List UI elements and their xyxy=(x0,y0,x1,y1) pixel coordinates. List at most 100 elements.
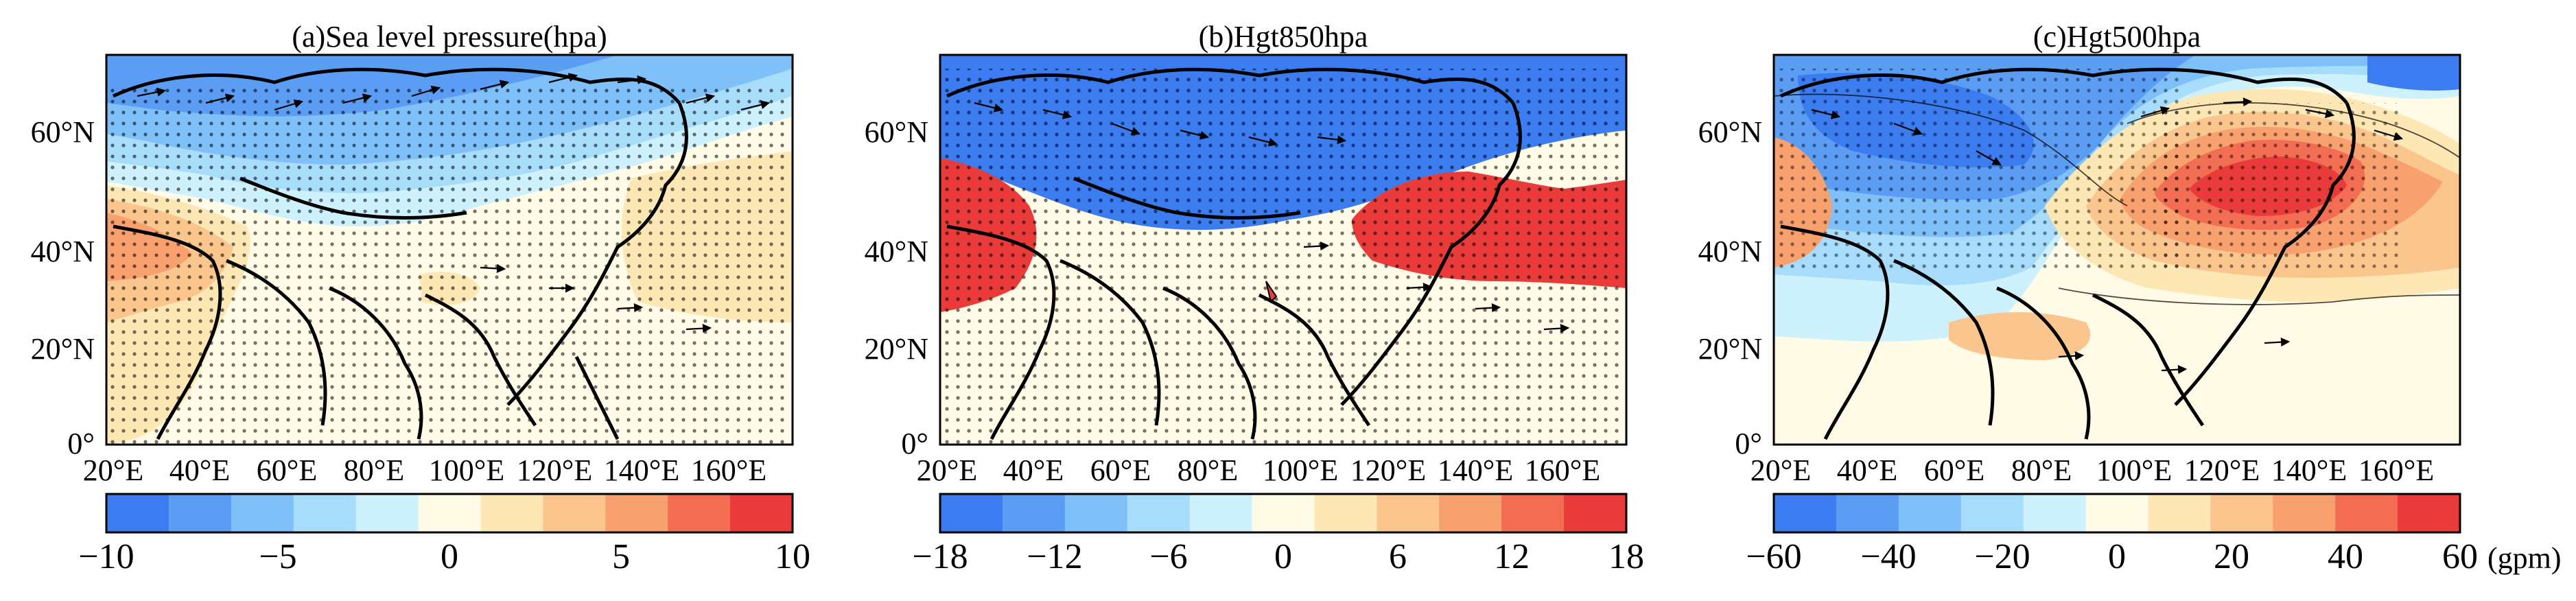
colorbar-label: −20 xyxy=(1974,537,2030,576)
x-tick-label: 120°E xyxy=(517,453,592,487)
panel-b-x-ticks: 20°E 40°E 60°E 80°E 100°E 120°E 140°E 16… xyxy=(917,453,1600,487)
x-tick-label: 40°E xyxy=(1003,453,1064,487)
x-tick-label: 60°E xyxy=(1924,453,1984,487)
x-tick-label: 20°E xyxy=(1750,453,1811,487)
panel-c-title: (c)Hgt500hpa xyxy=(2033,20,2201,54)
colorbar-swatch xyxy=(1960,494,2024,532)
panel-b-frame xyxy=(939,54,1628,446)
colorbar-swatch xyxy=(2085,494,2148,532)
panel-a-title: (a)Sea level pressure(hpa) xyxy=(292,20,607,54)
colorbar-label: −18 xyxy=(912,537,968,576)
panel-b-map xyxy=(940,55,1626,445)
colorbar-label: −5 xyxy=(259,537,296,576)
x-tick-label: 140°E xyxy=(1438,453,1513,487)
y-tick-label: 60°N xyxy=(31,115,95,149)
panel-a-y-ticks: 0° 20°N 40°N 60°N xyxy=(31,115,95,460)
y-tick-label: 40°N xyxy=(31,235,95,268)
x-tick-label: 160°E xyxy=(2358,453,2434,487)
x-tick-label: 80°E xyxy=(2011,453,2072,487)
panel-c-y-ticks: 0° 20°N 40°N 60°N xyxy=(1698,115,1762,460)
y-tick-label: 0° xyxy=(901,427,928,460)
y-tick-label: 20°N xyxy=(31,332,95,366)
x-tick-label: 140°E xyxy=(604,453,679,487)
panel-b: (b)Hgt850hpa 0° 20°N 40°N 60°N 20°E 40°E… xyxy=(865,20,1644,576)
x-tick-label: 60°E xyxy=(257,453,317,487)
panel-c-x-ticks: 20°E 40°E 60°E 80°E 100°E 120°E 140°E 16… xyxy=(1750,453,2434,487)
colorbar-swatch xyxy=(1564,494,1627,532)
colorbar-swatch xyxy=(543,494,606,532)
colorbar-label: 40 xyxy=(2328,537,2363,576)
panel-c-colorbar xyxy=(1772,493,2461,534)
colorbar-swatch xyxy=(1439,494,1502,532)
colorbar-swatch xyxy=(1064,494,1128,532)
x-tick-label: 40°E xyxy=(1837,453,1897,487)
units-label: (gpm) xyxy=(2487,541,2562,575)
colorbar-label: −6 xyxy=(1149,537,1187,576)
panel-b-colorbar-labels: −18 −12 −6 0 6 12 18 xyxy=(912,537,1644,576)
colorbar-label: −60 xyxy=(1746,537,1801,576)
colorbar-label: 5 xyxy=(612,537,630,576)
colorbar-swatch xyxy=(1127,494,1191,532)
y-tick-label: 40°N xyxy=(865,235,928,268)
colorbar-swatch xyxy=(106,494,169,532)
y-tick-label: 0° xyxy=(67,427,95,460)
colorbar-swatch xyxy=(605,494,668,532)
colorbar-swatch xyxy=(293,494,357,532)
colorbar-label: 0 xyxy=(1274,537,1292,576)
colorbar-frame xyxy=(1772,493,2461,534)
panel-b-y-ticks: 0° 20°N 40°N 60°N xyxy=(865,115,928,460)
panel-c-frame xyxy=(1772,54,2461,446)
x-tick-label: 120°E xyxy=(2184,453,2260,487)
colorbar-swatch xyxy=(418,494,481,532)
x-tick-label: 160°E xyxy=(691,453,766,487)
colorbar-swatch xyxy=(2210,494,2273,532)
colorbar-swatch xyxy=(1314,494,1377,532)
panel-a-frame xyxy=(105,54,794,446)
colorbar-swatch xyxy=(355,494,419,532)
colorbar-swatch xyxy=(1898,494,1962,532)
panel-a-map xyxy=(106,55,793,445)
colorbar-label: 0 xyxy=(2108,537,2126,576)
colorbar-swatch xyxy=(2398,494,2461,532)
panel-a: (a)Sea level pressure(hpa) 0° 20°N 40°N … xyxy=(31,20,810,576)
colorbar-swatch xyxy=(2023,494,2087,532)
colorbar-swatch xyxy=(2273,494,2336,532)
colorbar-swatch xyxy=(730,494,793,532)
colorbar-frame xyxy=(105,493,794,534)
y-tick-label: 40°N xyxy=(1698,235,1762,268)
colorbar-swatch xyxy=(2335,494,2398,532)
panel-b-colorbar xyxy=(939,493,1628,534)
x-tick-label: 60°E xyxy=(1090,453,1151,487)
colorbar-swatch xyxy=(1377,494,1440,532)
panel-c-map xyxy=(1774,55,2460,445)
y-tick-label: 60°N xyxy=(1698,115,1762,149)
x-tick-label: 120°E xyxy=(1350,453,1426,487)
x-tick-label: 100°E xyxy=(1263,453,1338,487)
panel-a-colorbar-labels: −10 −5 0 5 10 xyxy=(78,537,810,576)
colorbar-swatch xyxy=(1501,494,1565,532)
colorbar-swatch xyxy=(168,494,232,532)
colorbar-swatch xyxy=(2148,494,2211,532)
x-tick-label: 20°E xyxy=(917,453,977,487)
colorbar-label: −10 xyxy=(78,537,134,576)
x-tick-label: 80°E xyxy=(344,453,404,487)
colorbar-label: −12 xyxy=(1027,537,1082,576)
colorbar-swatch xyxy=(231,494,294,532)
x-tick-label: 20°E xyxy=(83,453,143,487)
colorbar-swatch xyxy=(1002,494,1066,532)
colorbar-swatch xyxy=(1189,494,1253,532)
colorbar-swatch xyxy=(668,494,731,532)
y-tick-label: 20°N xyxy=(865,332,928,366)
colorbar-swatch xyxy=(1252,494,1315,532)
colorbar-label: 20 xyxy=(2214,537,2249,576)
panel-b-title: (b)Hgt850hpa xyxy=(1199,20,1368,54)
x-tick-label: 80°E xyxy=(1178,453,1238,487)
colorbar-swatch xyxy=(940,494,1003,532)
colorbar-swatch xyxy=(480,494,543,532)
panel-a-colorbar xyxy=(105,493,794,534)
panel-c-colorbar-labels: −60 −40 −20 0 20 40 60 xyxy=(1746,537,2478,576)
panel-c: (c)Hgt500hpa 0° 20°N 40°N 60°N 20°E 40°E… xyxy=(1698,20,2562,576)
colorbar-label: 6 xyxy=(1389,537,1407,576)
x-tick-label: 40°E xyxy=(169,453,230,487)
